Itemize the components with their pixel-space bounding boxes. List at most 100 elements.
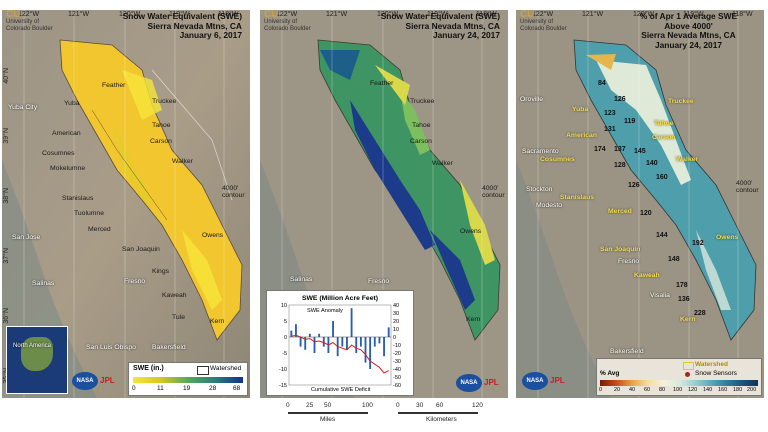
lon-label: 121°W (582, 11, 604, 18)
watershed-label: Kern (210, 318, 225, 325)
lon-label: 119°W (683, 11, 704, 18)
city-label: Stockton (526, 186, 553, 193)
legend-tick: 160 (718, 387, 728, 393)
swe-chart: SWE (Million Acre Feet) SWE Anomaly Cumu… (266, 290, 414, 396)
watershed-label: Kern (466, 316, 481, 323)
lat-label: 38°N (3, 188, 10, 204)
lon-label: 121°W (68, 11, 90, 18)
north-america-inset: North America (6, 326, 68, 394)
cu-logo-text: University of Colorado Boulder (6, 18, 53, 32)
series-label-anomaly: SWE Anomaly (307, 308, 343, 314)
lat-label: 36°N (3, 308, 10, 324)
lon-label: 118°W (732, 11, 753, 18)
watershed-label: Truckee (668, 98, 694, 105)
legend-tick: 60 (644, 387, 651, 393)
percent-value: 123 (604, 110, 616, 117)
scale-tick: 0 (286, 402, 290, 409)
city-label: San Jose (12, 234, 41, 241)
left-axis-tick: 0 (284, 335, 287, 341)
swe-chart-svg: SWE (Million Acre Feet) SWE Anomaly Cumu… (279, 295, 401, 393)
anomaly-bar (308, 333, 311, 337)
lon-label: 122°W (276, 11, 298, 18)
city-label: Sacramento (522, 148, 559, 155)
cu-logo-text: University of Colorado Boulder (520, 18, 567, 32)
lon-label: 122°W (532, 11, 554, 18)
scale-tick: 30 (416, 402, 424, 409)
series-label-deficit: Cumulative SWE Deficit (311, 387, 371, 393)
percent-color-ramp (600, 380, 758, 386)
anomaly-bar (383, 337, 385, 357)
right-axis-tick: -60 (393, 383, 401, 389)
city-label: San Luis Obispo (86, 344, 136, 351)
swe-legend: SWE (in.) Watershed 0 11 19 28 68 (128, 362, 248, 396)
legend-tick: 20 (614, 387, 621, 393)
percent-value: 192 (692, 240, 704, 247)
watershed-label: American (52, 130, 81, 137)
watershed-label: San Joaquin (600, 246, 641, 253)
scale-unit: Kilometers (426, 416, 457, 423)
right-axis-tick: 20 (393, 319, 399, 325)
right-axis-tick: -30 (393, 359, 401, 365)
percent-value: 126 (628, 182, 640, 189)
lat-label: 39°N (3, 128, 10, 144)
watershed-legend-label: Watershed (210, 365, 242, 372)
jpl-logo: JPL (484, 378, 499, 387)
percent-value: 131 (604, 126, 616, 133)
cu-logo: CU University of Colorado Boulder (520, 10, 570, 32)
anomaly-bar (359, 337, 362, 347)
chart-title: SWE (Million Acre Feet) (302, 295, 378, 302)
legend-title: % Avg (600, 370, 620, 377)
watershed-label: Yuba (64, 100, 80, 107)
map-panel-swe-jan24: 122°W 121°W 120°W 119°W 118°W CU Univers… (260, 10, 508, 398)
right-axis-tick: -40 (393, 367, 401, 373)
nasa-logo: NASA (522, 372, 548, 390)
percent-value: 120 (640, 210, 652, 217)
percent-value: 128 (614, 162, 626, 169)
left-axis-tick: -15 (279, 383, 287, 389)
anomaly-bar (304, 337, 307, 350)
anomaly-bar (332, 321, 334, 337)
lon-label: 118°W (218, 11, 239, 18)
legend-tick: 68 (233, 385, 241, 392)
watershed-label: Owens (460, 228, 482, 235)
deficit-series-line (291, 334, 389, 374)
lon-label: 119°W (427, 11, 448, 18)
percent-value: 228 (694, 310, 706, 317)
left-axis-tick: -10 (279, 367, 287, 373)
lon-label: 121°W (326, 11, 348, 18)
watershed-label: Truckee (410, 98, 435, 105)
inset-label: North America (13, 343, 52, 349)
city-label: Oroville (520, 96, 544, 103)
legend-tick: 120 (688, 387, 698, 393)
watershed-label: San Joaquin (122, 246, 160, 253)
cu-logo-mark: CU (264, 10, 279, 20)
cu-logo-mark: CU (6, 10, 21, 20)
watershed-label: Merced (608, 208, 632, 215)
scale-tick: 0 (396, 402, 400, 409)
watershed-legend-label: Watershed (695, 361, 728, 368)
anomaly-bar (299, 337, 302, 347)
lat-label: 37°N (3, 248, 10, 264)
cu-logo: CU University of Colorado Boulder (264, 10, 314, 32)
scale-unit: Miles (320, 416, 336, 423)
watershed-label: Kings (152, 268, 170, 275)
scale-tick: 25 (306, 402, 314, 409)
cu-logo-mark: CU (520, 10, 535, 20)
scale-tick: 120 (472, 402, 483, 409)
right-axis-tick: 30 (393, 311, 399, 317)
city-label: Bakersfield (152, 344, 186, 351)
cu-logo: CU University of Colorado Boulder (6, 10, 56, 32)
left-axis-tick: 10 (281, 303, 287, 309)
map-panel-swe-jan6: 122°W 121°W 120°W 119°W 118°W 40°N 39°N … (2, 10, 250, 398)
right-axis-tick: -10 (393, 343, 401, 349)
percent-value: 137 (614, 146, 626, 153)
legend-tick: 11 (157, 385, 164, 392)
city-label: Fresno (618, 258, 640, 265)
watershed-label: Tahoe (412, 122, 431, 129)
anomaly-bar (322, 337, 325, 347)
legend-tick: 28 (209, 385, 217, 392)
jpl-logo: JPL (100, 376, 115, 385)
right-axis-tick: -20 (393, 351, 401, 357)
legend-tick: 80 (659, 387, 666, 393)
watershed-label: Truckee (152, 98, 177, 105)
